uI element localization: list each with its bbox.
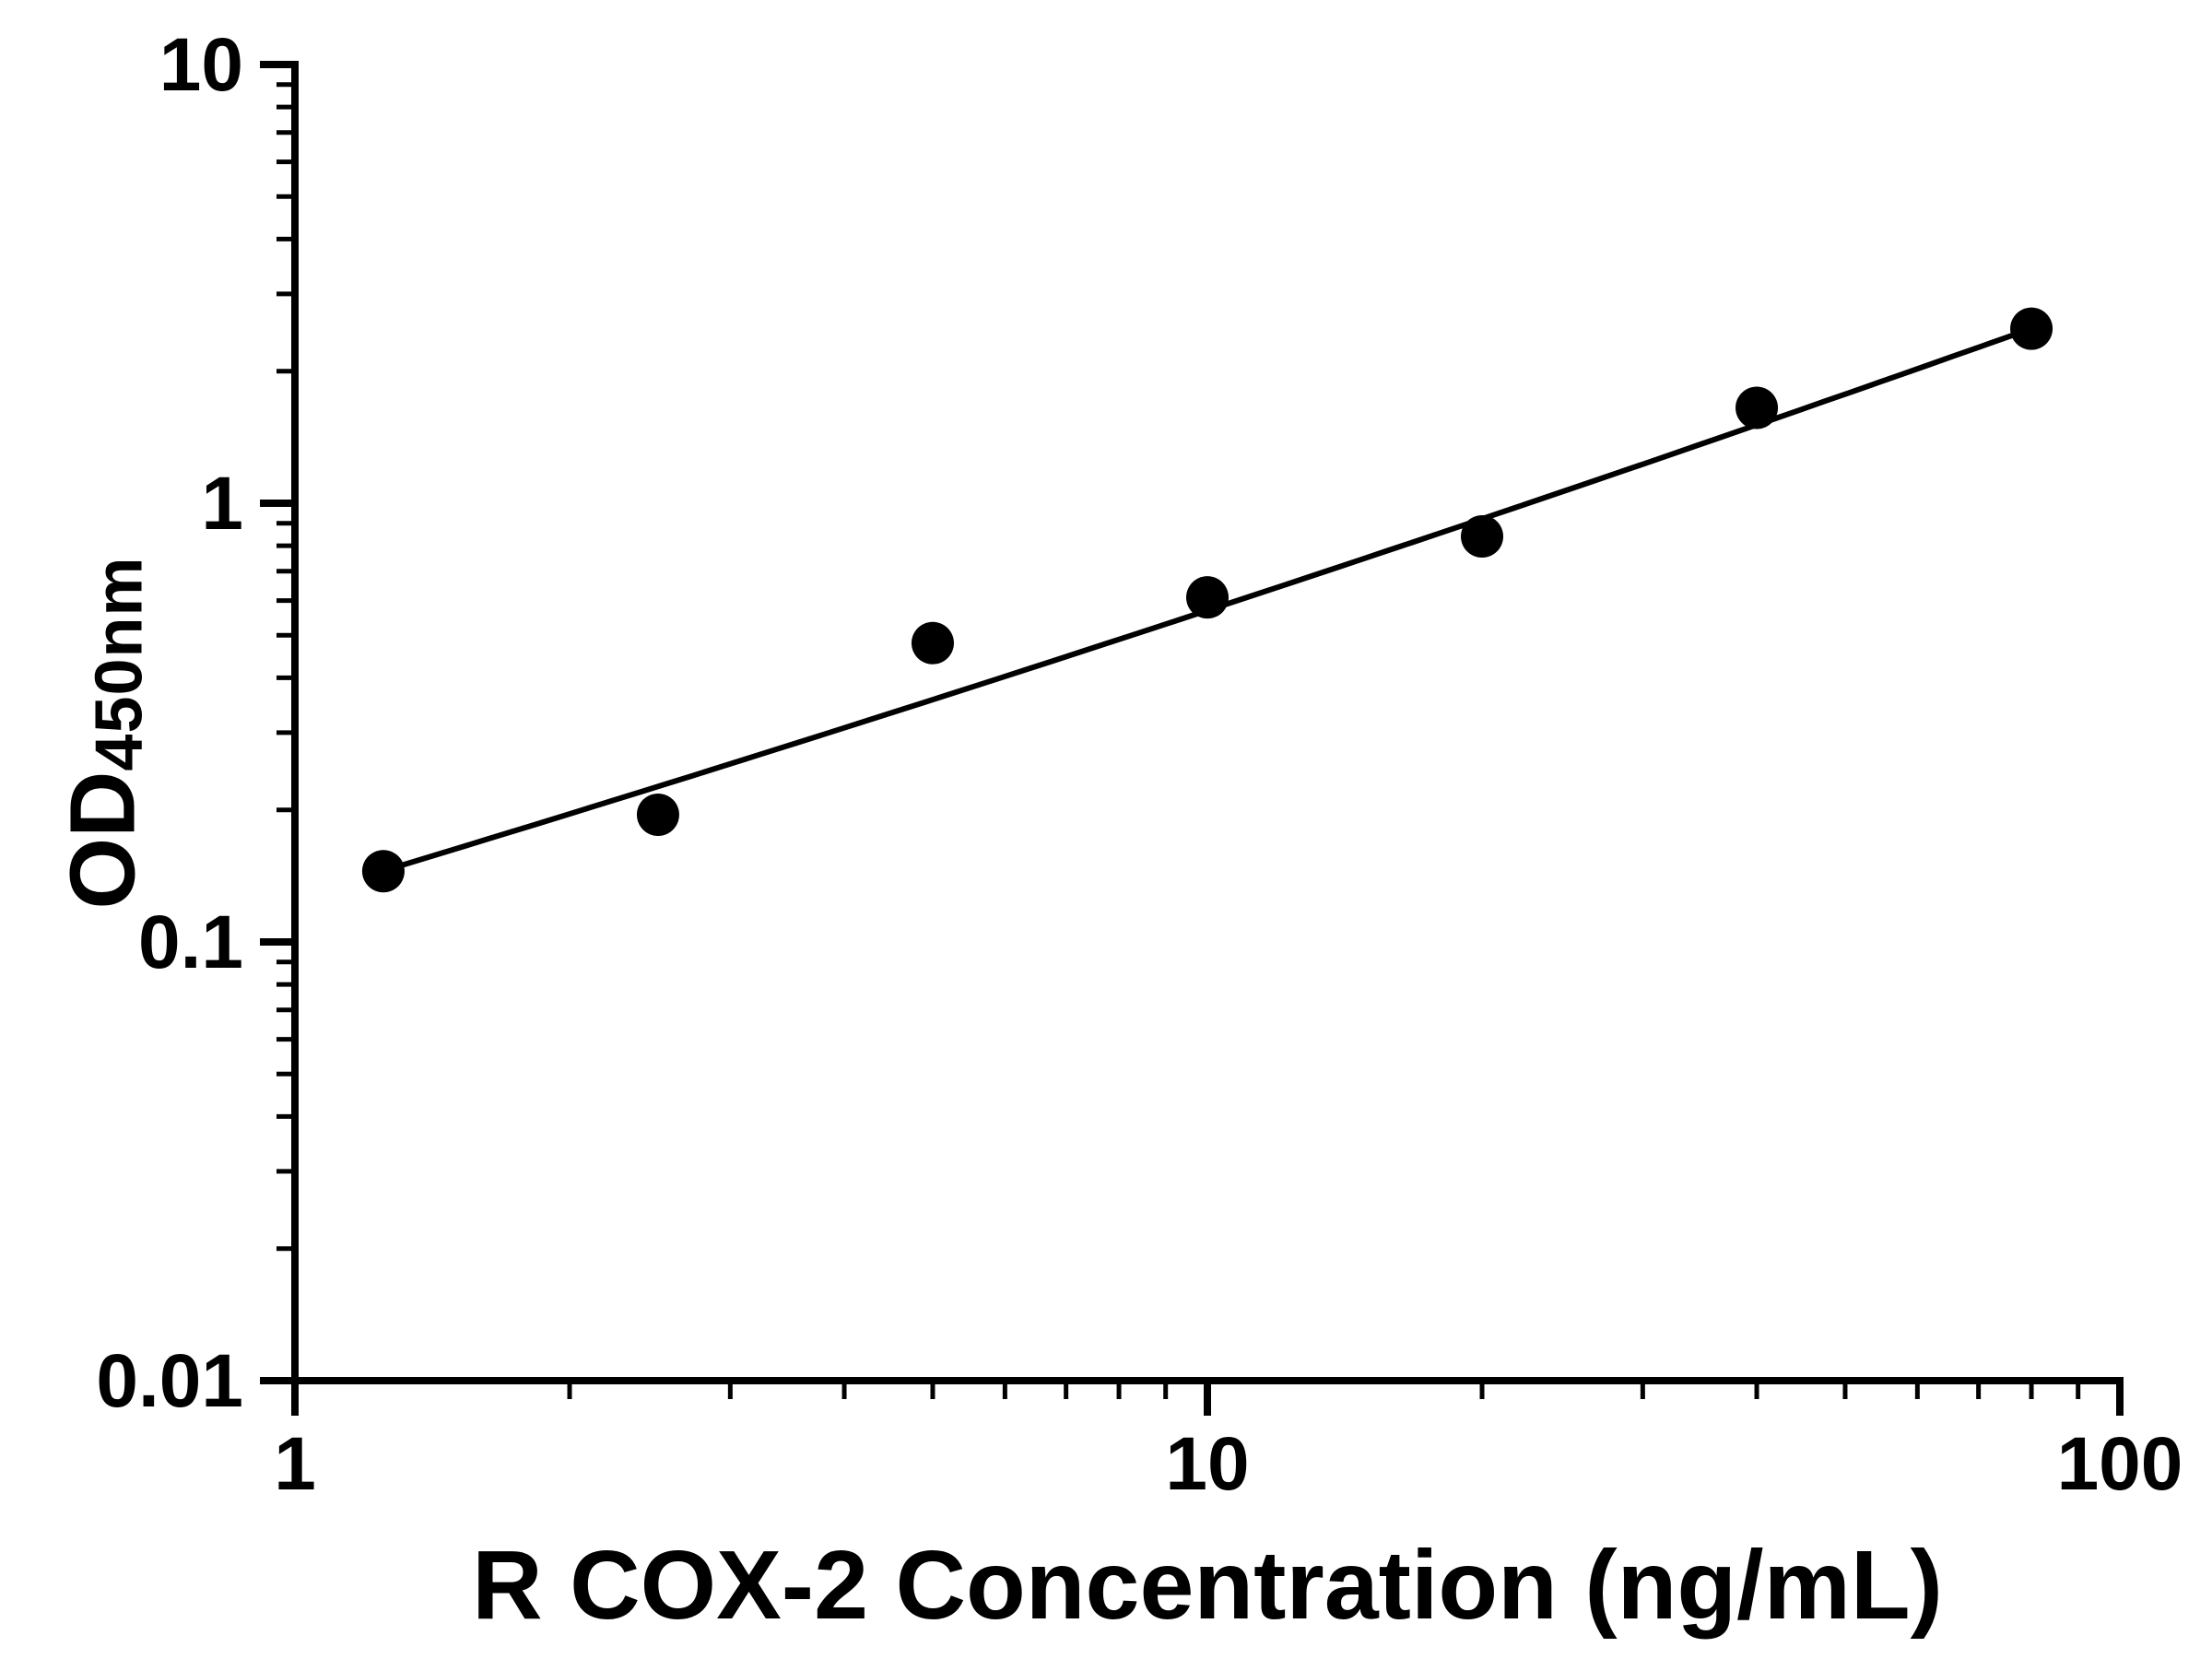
data-point (1186, 576, 1229, 619)
y-tick-label: 0.01 (96, 1339, 243, 1423)
data-point (1461, 515, 1504, 559)
y-tick-label: 1 (201, 462, 243, 546)
x-axis-title: R COX-2 Concentration (ng/mL) (472, 1531, 1943, 1640)
y-axis-title: OD450nm (51, 556, 157, 909)
data-point (636, 793, 679, 836)
y-tick-label: 0.1 (138, 900, 243, 984)
y-tick-label: 10 (159, 23, 243, 107)
data-point (361, 850, 405, 893)
data-point (1735, 386, 1779, 429)
y-axis-title-main: OD (51, 771, 155, 910)
data-point (2010, 307, 2053, 350)
data-point (911, 621, 954, 665)
x-tick-label: 100 (2057, 1422, 2183, 1506)
x-tick-label: 10 (1165, 1422, 1249, 1506)
x-tick-label: 1 (274, 1422, 316, 1506)
y-axis-title-subscript: 450nm (82, 556, 157, 771)
